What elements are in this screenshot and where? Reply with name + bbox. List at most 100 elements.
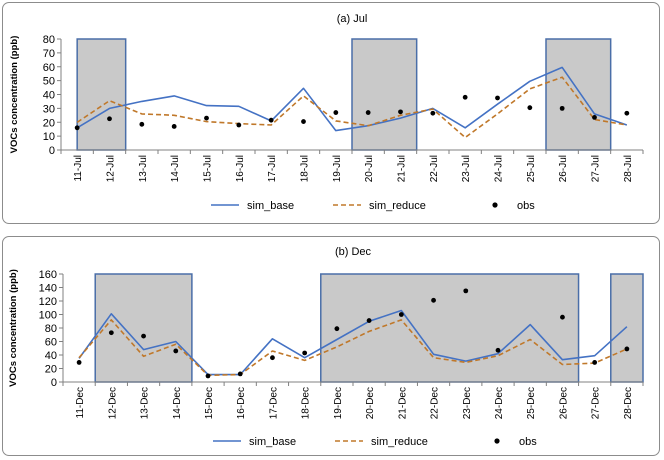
x-tick-label: 17-Dec: [268, 387, 279, 419]
x-tick-label: 14-Jul: [170, 155, 181, 182]
x-tick-label: 22-Jul: [429, 155, 440, 182]
legend-label-obs: obs: [519, 436, 537, 448]
x-tick-label: 19-Dec: [333, 387, 344, 419]
y-tick-label: 40: [45, 350, 57, 362]
obs-point: [302, 350, 308, 356]
x-tick-label: 16-Dec: [236, 387, 247, 419]
y-tick-label: 20: [45, 364, 57, 376]
chart-title: (b) Dec: [335, 246, 372, 258]
shaded-period: [545, 38, 612, 151]
y-tick-label: 140: [39, 283, 57, 295]
y-tick-label: 120: [39, 296, 57, 308]
x-tick-label: 14-Dec: [172, 387, 183, 419]
x-tick-label: 13-Dec: [140, 387, 151, 419]
y-tick-label: 10: [43, 131, 55, 143]
x-tick-label: 24-Dec: [494, 387, 505, 419]
shaded-period: [610, 273, 644, 383]
obs-point: [171, 124, 177, 129]
x-tick-label: 27-Dec: [591, 387, 602, 419]
shaded-period: [94, 273, 193, 383]
obs-point: [592, 114, 597, 120]
obs-point: [107, 116, 112, 122]
obs-point: [108, 330, 114, 336]
legend-label-sim-base: sim_base: [247, 200, 294, 212]
x-tick-label: 12-Jul: [106, 155, 117, 182]
obs-point: [334, 326, 340, 332]
obs-point: [301, 119, 306, 124]
obs-point: [398, 109, 403, 115]
obs-point: [173, 348, 179, 354]
y-tick-label: 60: [43, 62, 55, 74]
y-tick-label: 80: [45, 323, 57, 335]
obs-point: [268, 117, 274, 123]
y-tick-label: 80: [43, 34, 55, 46]
legend-label-sim-reduce: sim_reduce: [369, 200, 426, 212]
x-tick-label: 27-Jul: [591, 155, 602, 182]
x-tick-label: 15-Jul: [203, 155, 214, 182]
x-tick-label: 19-Jul: [332, 155, 343, 182]
y-tick-label: 60: [45, 337, 57, 349]
x-tick-label: 12-Dec: [107, 387, 118, 419]
obs-point: [141, 333, 146, 339]
obs-point: [624, 346, 630, 352]
shaded-period: [76, 38, 127, 151]
obs-point: [495, 95, 500, 101]
x-tick-label: 24-Jul: [494, 155, 505, 182]
y-axis-label: VOCs concentration (ppb): [9, 36, 20, 154]
y-tick-label: 40: [43, 90, 55, 102]
chart-panel-jul: (a) Jul 0 10 20 30 40 50 60 70 80 VOCs concentrati…: [2, 2, 660, 224]
y-tick-label: 30: [43, 103, 55, 115]
obs-point: [205, 373, 211, 379]
x-tick-label: 17-Jul: [267, 155, 278, 182]
y-tick-label: 20: [43, 117, 55, 129]
shaded-period: [320, 273, 580, 383]
x-tick-label: 25-Dec: [526, 387, 537, 419]
x-tick-label: 21-Jul: [397, 155, 408, 182]
obs-point: [76, 360, 82, 365]
obs-point: [270, 355, 275, 361]
x-tick-label: 13-Jul: [138, 155, 149, 182]
x-tick-label: 18-Jul: [300, 155, 311, 182]
x-tick-label: 21-Dec: [397, 387, 408, 419]
x-tick-label: 20-Jul: [364, 155, 375, 182]
x-tick-label: 20-Dec: [365, 387, 376, 419]
y-axis-label: VOCs concentration (ppb): [8, 269, 19, 387]
legend-label-sim-base: sim_base: [249, 436, 296, 448]
y-tick-label: 160: [39, 269, 57, 281]
sim-base-line: [78, 309, 628, 376]
chart-title: (a) Jul: [337, 13, 368, 25]
shaded-period: [351, 38, 418, 151]
obs-point: [366, 318, 372, 323]
sim-reduce-line: [76, 76, 627, 139]
x-tick-label: 15-Dec: [204, 387, 215, 419]
x-tick-label: 18-Dec: [301, 387, 312, 419]
legend-label-sim-reduce: sim_reduce: [371, 436, 428, 448]
x-tick-label: 16-Jul: [235, 155, 246, 182]
legend-marker-obs: [494, 438, 500, 444]
obs-point: [560, 314, 565, 320]
obs-point: [462, 94, 468, 100]
sim-base-line: [76, 66, 628, 132]
obs-point: [495, 347, 501, 353]
obs-point: [624, 110, 630, 116]
obs-point: [365, 110, 371, 115]
y-tick-label: 0: [49, 145, 55, 157]
sim-reduce-line: [78, 319, 628, 377]
x-tick-label: 11-Jul: [73, 155, 84, 182]
y-tick-label: 0: [51, 377, 57, 389]
obs-point: [463, 288, 469, 294]
obs-point: [431, 297, 436, 303]
obs-point: [527, 105, 533, 111]
legend-marker-obs: [492, 202, 498, 208]
x-tick-label: 23-Dec: [462, 387, 473, 419]
y-tick-label: 100: [39, 310, 57, 322]
obs-point: [139, 121, 145, 127]
obs-point: [592, 360, 598, 365]
obs-point: [237, 371, 243, 377]
x-tick-label: 28-Dec: [623, 387, 634, 419]
obs-point: [398, 312, 404, 317]
x-tick-label: 25-Jul: [526, 155, 537, 182]
x-tick-label: 11-Dec: [75, 387, 86, 419]
x-tick-label: 26-Dec: [558, 387, 569, 419]
